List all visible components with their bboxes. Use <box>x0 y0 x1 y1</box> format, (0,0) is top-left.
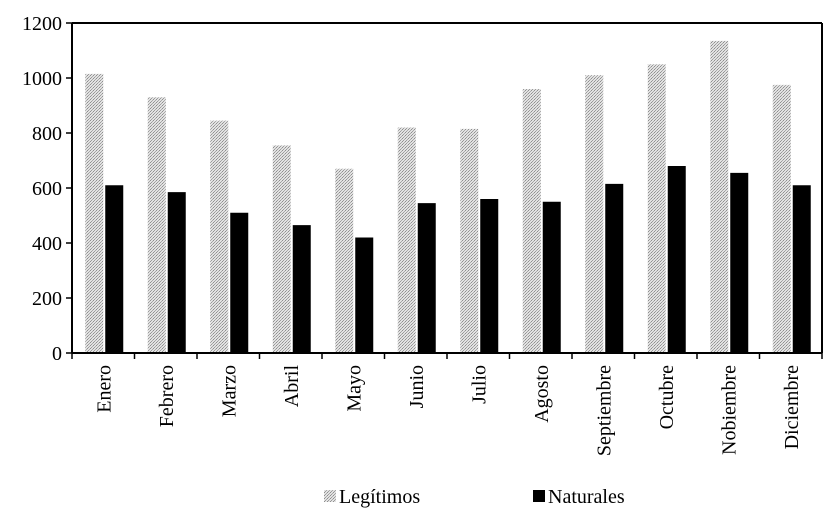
bar-legitimos-septiembre <box>585 75 604 353</box>
y-tick-label: 600 <box>32 178 62 200</box>
bar-legitimos-febrero <box>147 97 166 353</box>
x-category-label: Nobiembre <box>718 365 740 455</box>
bar-legitimos-marzo <box>210 120 229 353</box>
bar-legitimos-octubre <box>647 64 666 353</box>
x-category-label: Abril <box>281 365 303 408</box>
bar-naturales-agosto <box>542 201 561 353</box>
x-category-label: Marzo <box>218 365 240 417</box>
x-category-label: Septiembre <box>593 365 615 456</box>
plot-area <box>72 22 823 353</box>
bar-legitimos-julio <box>460 128 479 353</box>
bar-legitimos-nobiembre <box>710 40 729 353</box>
bar-naturales-diciembre <box>792 185 811 353</box>
bar-legitimos-mayo <box>335 168 354 353</box>
bar-legitimos-abril <box>272 145 291 353</box>
bar-naturales-julio <box>480 199 499 353</box>
bar-naturales-marzo <box>230 212 249 353</box>
bar-legitimos-enero <box>85 73 104 353</box>
legend-label-legitimos: Legítimos <box>339 486 420 508</box>
bar-legitimos-diciembre <box>772 84 791 353</box>
bar-naturales-mayo <box>355 237 374 353</box>
bar-legitimos-agosto <box>522 89 541 353</box>
legend-swatch-naturales <box>533 490 545 502</box>
x-category-label: Agosto <box>531 365 553 423</box>
y-axis: 0 200 400 600 800 1000 1200 <box>22 13 73 365</box>
bar-naturales-abril <box>292 225 311 353</box>
x-category-label: Junio <box>406 365 428 408</box>
y-tick-label: 800 <box>32 123 62 145</box>
legend-swatch-legitimos <box>324 490 336 502</box>
bar-naturales-septiembre <box>605 183 624 353</box>
y-tick-label: 200 <box>32 288 62 310</box>
bar-legitimos-junio <box>397 127 416 353</box>
x-category-label: Mayo <box>343 365 365 412</box>
x-category-label: Octubre <box>656 365 678 430</box>
x-category-label: Febrero <box>156 365 178 427</box>
x-category-label: Julio <box>468 365 490 404</box>
bar-naturales-febrero <box>167 192 186 353</box>
y-tick-label: 0 <box>52 343 62 365</box>
x-axis: Enero Febrero Marzo Abril Mayo Junio Julio Agos… <box>71 352 823 456</box>
y-tick-label: 400 <box>32 233 62 255</box>
legend-label-naturales: Naturales <box>548 486 625 508</box>
y-tick-label: 1200 <box>22 13 62 35</box>
legend: Legítimos Naturales <box>324 486 625 508</box>
y-tick-label: 1000 <box>22 68 62 90</box>
bar-naturales-junio <box>417 203 436 353</box>
x-category-label: Enero <box>93 365 115 413</box>
bar-naturales-enero <box>105 185 124 353</box>
bar-naturales-octubre <box>667 166 686 353</box>
bar-naturales-nobiembre <box>730 172 749 353</box>
x-category-label: Diciembre <box>781 365 803 450</box>
